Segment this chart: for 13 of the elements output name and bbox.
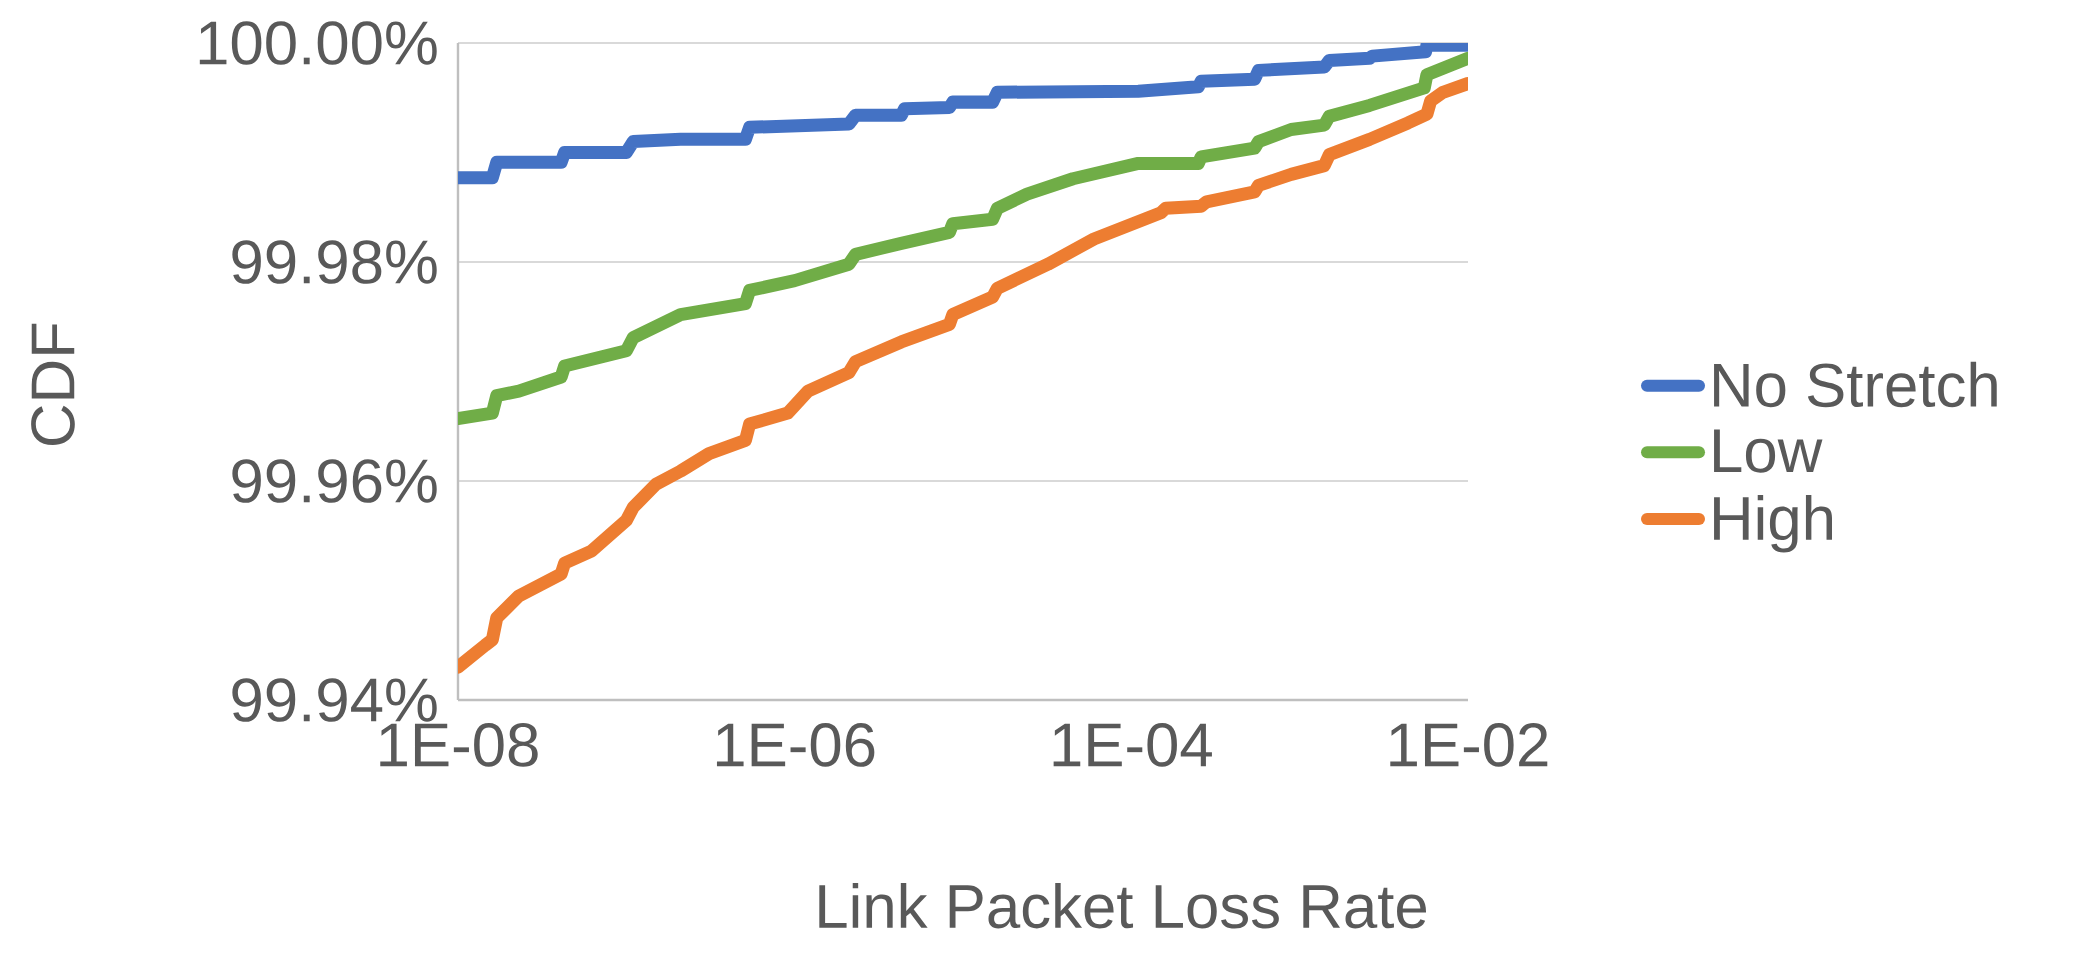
legend-label: No Stretch <box>1714 361 1997 408</box>
y-tick-label: 100.00% <box>199 21 437 65</box>
y-tick-label: 99.98% <box>232 240 437 284</box>
y-axis-title: CDF <box>31 323 75 445</box>
y-tick-label: 99.96% <box>232 459 437 503</box>
legend-label: Low <box>1714 429 1823 473</box>
x-tick-label: 1E-02 <box>1390 723 1548 767</box>
x-tick-label: 1E-08 <box>380 723 538 767</box>
x-tick-label: 1E-04 <box>1053 723 1212 767</box>
x-axis-title: Link Packet Loss Rate <box>819 883 1427 929</box>
y-tick-label: 99.94% <box>232 678 437 722</box>
x-tick-label: 1E-06 <box>716 723 875 767</box>
legend-label: High <box>1714 495 1832 553</box>
